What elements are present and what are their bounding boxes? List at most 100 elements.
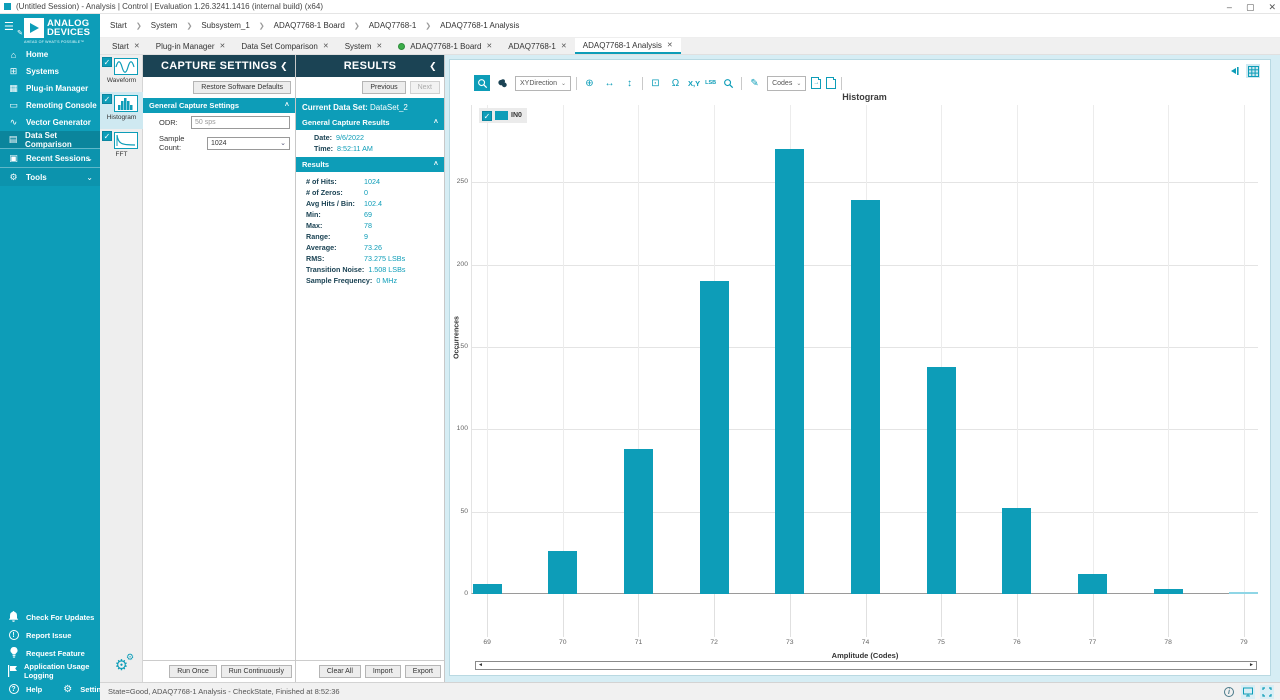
close-icon[interactable]: ✕ [666, 42, 673, 49]
clear-all-button[interactable]: Clear All [318, 665, 361, 678]
fft-checkbox[interactable]: ✓ [102, 131, 112, 141]
check-for-updates-item[interactable]: Check For Updates [0, 608, 100, 626]
waveform-checkbox[interactable]: ✓ [102, 57, 112, 67]
window-title: (Untitled Session) - Analysis | Control … [16, 2, 323, 11]
chevron-right-icon: ❯ [258, 22, 265, 30]
application-usage-logging-item[interactable]: Application Usage Logging [0, 662, 100, 680]
close-icon[interactable]: ✕ [219, 43, 226, 50]
import-button[interactable]: Import [364, 665, 401, 678]
magnifier-icon[interactable] [721, 76, 736, 91]
histogram-bar [472, 584, 502, 594]
previous-button[interactable]: Previous [362, 81, 406, 94]
breadcrumb-device[interactable]: ADAQ7768-1 [368, 21, 417, 30]
sample-count-dropdown[interactable]: 1024 ⌄ [207, 136, 290, 150]
close-icon[interactable]: ✕ [376, 43, 383, 50]
minimize-button[interactable]: – [1226, 2, 1232, 12]
tab-start[interactable]: Start ✕ [112, 41, 140, 51]
vertical-arrows-icon[interactable]: ↕ [627, 77, 632, 89]
tab-plugin-manager[interactable]: Plug-in Manager ✕ [155, 41, 226, 51]
x-tick-line [1092, 594, 1094, 637]
zoom-tool-button[interactable] [474, 75, 490, 91]
close-button[interactable]: ✕ [1268, 2, 1276, 12]
move-icon[interactable]: ⊕ [585, 77, 594, 89]
export-image-icon[interactable]: → [811, 77, 822, 89]
collapse-panel-icon[interactable]: ❮ [280, 60, 288, 71]
fit-to-view-icon[interactable]: ⊡ [651, 77, 660, 89]
scroll-left-icon[interactable]: ◄ [478, 662, 483, 668]
settings-item[interactable]: ⚙ Settings [54, 680, 110, 698]
close-icon[interactable]: ✕ [322, 43, 329, 50]
sidebar-item-tools[interactable]: ⚙ Tools ⌄ [0, 167, 100, 186]
request-feature-item[interactable]: Request Feature [0, 644, 100, 662]
info-icon[interactable]: i [1222, 685, 1236, 699]
results-section-header: Results [302, 160, 330, 169]
analysis-settings-gear-icon[interactable]: ⚙ ⚙ [114, 652, 135, 674]
display-icon[interactable] [1241, 684, 1255, 699]
odr-input[interactable] [191, 116, 290, 129]
next-button[interactable]: Next [409, 81, 440, 94]
chart-region: XYDirection ⌄ ⊕ ↔ ↕ ⊡ Ω X,Y LSB ✎ Codes ⌄ … [445, 55, 1280, 682]
lsb-unit-button[interactable]: LSB [705, 80, 717, 86]
sidebar-item-remoting-console[interactable]: ▭ Remoting Console [0, 97, 100, 114]
legend-swatch [495, 111, 508, 120]
breadcrumb: Start ❯ System ❯ Subsystem_1 ❯ ADAQ7768-… [100, 14, 1280, 38]
tab-data-set-comparison[interactable]: Data Set Comparison ✕ [241, 41, 329, 51]
sidebar-item-data-set-comparison[interactable]: ▤ Data Set Comparison [0, 131, 100, 149]
chevron-up-icon[interactable]: ˄ [433, 161, 438, 168]
question-icon: ? [7, 684, 20, 694]
chevron-up-icon[interactable]: ˄ [433, 119, 438, 126]
x-tick-label: 79 [1240, 639, 1248, 646]
breadcrumb-analysis[interactable]: ADAQ7768-1 Analysis [440, 21, 520, 30]
chart-toolbar: XYDirection ⌄ ⊕ ↔ ↕ ⊡ Ω X,Y LSB ✎ Codes ⌄ … [474, 74, 843, 92]
breadcrumb-start[interactable]: Start [110, 21, 127, 30]
tab-board[interactable]: ADAQ7768-1 Board ✕ [390, 38, 500, 54]
codes-dropdown[interactable]: Codes ⌄ [767, 75, 807, 91]
histogram-checkbox[interactable]: ✓ [102, 94, 112, 104]
help-item[interactable]: ? Help [0, 680, 42, 698]
tab-device[interactable]: ADAQ7768-1 ✕ [508, 41, 567, 51]
copy-data-icon[interactable] [826, 77, 837, 89]
result-row: # of Hits: 1024 [306, 177, 380, 186]
xydirection-dropdown[interactable]: XYDirection ⌄ [515, 75, 571, 91]
tab-analysis[interactable]: ADAQ7768-1 Analysis ✕ [574, 38, 681, 54]
close-icon[interactable]: ✕ [486, 43, 493, 50]
tool-item-histogram[interactable]: ✓ Histogram [100, 92, 143, 129]
legend-checkbox[interactable]: ✓ [482, 110, 492, 121]
run-once-button[interactable]: Run Once [169, 665, 217, 678]
sidebar-item-home[interactable]: ⌂ Home [0, 46, 100, 63]
breadcrumb-board[interactable]: ADAQ7768-1 Board [273, 21, 345, 30]
sidebar-item-recent-sessions[interactable]: ▣ Recent Sessions ⌄ [0, 148, 100, 167]
undo-zoom-icon[interactable]: Ω [671, 77, 680, 89]
maximize-button[interactable]: ▢ [1245, 2, 1255, 12]
collapse-panel-icon[interactable]: ❮ [429, 60, 437, 71]
horizontal-arrows-icon[interactable]: ↔ [604, 77, 615, 89]
fullscreen-icon[interactable] [1260, 684, 1274, 699]
run-continuously-button[interactable]: Run Continuously [220, 665, 292, 678]
scroll-right-icon[interactable]: ► [1249, 662, 1254, 668]
tool-item-waveform[interactable]: ✓ Waveform [102, 57, 138, 84]
tab-system[interactable]: System ✕ [344, 41, 383, 51]
hamburger-menu-icon[interactable]: ☰ ✎ [4, 21, 23, 37]
breadcrumb-subsystem[interactable]: Subsystem_1 [201, 21, 250, 30]
gridline [472, 182, 1258, 184]
chevron-up-icon[interactable]: ˄ [284, 102, 289, 109]
close-icon[interactable]: ✕ [133, 43, 140, 50]
data-grid-icon[interactable] [1246, 64, 1260, 78]
export-button[interactable]: Export [404, 665, 441, 678]
pin-panel-icon[interactable] [1228, 64, 1242, 78]
breadcrumb-system[interactable]: System [150, 21, 178, 30]
close-icon[interactable]: ✕ [560, 43, 567, 50]
sidebar-item-vector-generator[interactable]: ∿ Vector Generator [0, 114, 100, 131]
xy-coords-button[interactable]: X,Y [688, 78, 701, 88]
report-issue-item[interactable]: ! Report Issue [0, 626, 100, 644]
restore-software-defaults-button[interactable]: Restore Software Defaults [193, 81, 291, 94]
histogram-bar [775, 149, 805, 594]
x-tick-label: 77 [1088, 639, 1097, 646]
annotate-pencil-icon[interactable]: ✎ [750, 77, 759, 89]
sidebar-item-systems[interactable]: ⊞ Systems [0, 63, 100, 80]
tool-item-fft[interactable]: ✓ FFT [100, 129, 143, 166]
pan-tool-button[interactable] [495, 76, 510, 91]
sidebar-item-plugin-manager[interactable]: ▦ Plug-in Manager [0, 80, 100, 97]
horizontal-scrollbar[interactable]: ◄ ► [475, 661, 1257, 670]
histogram-bar [1002, 508, 1032, 594]
